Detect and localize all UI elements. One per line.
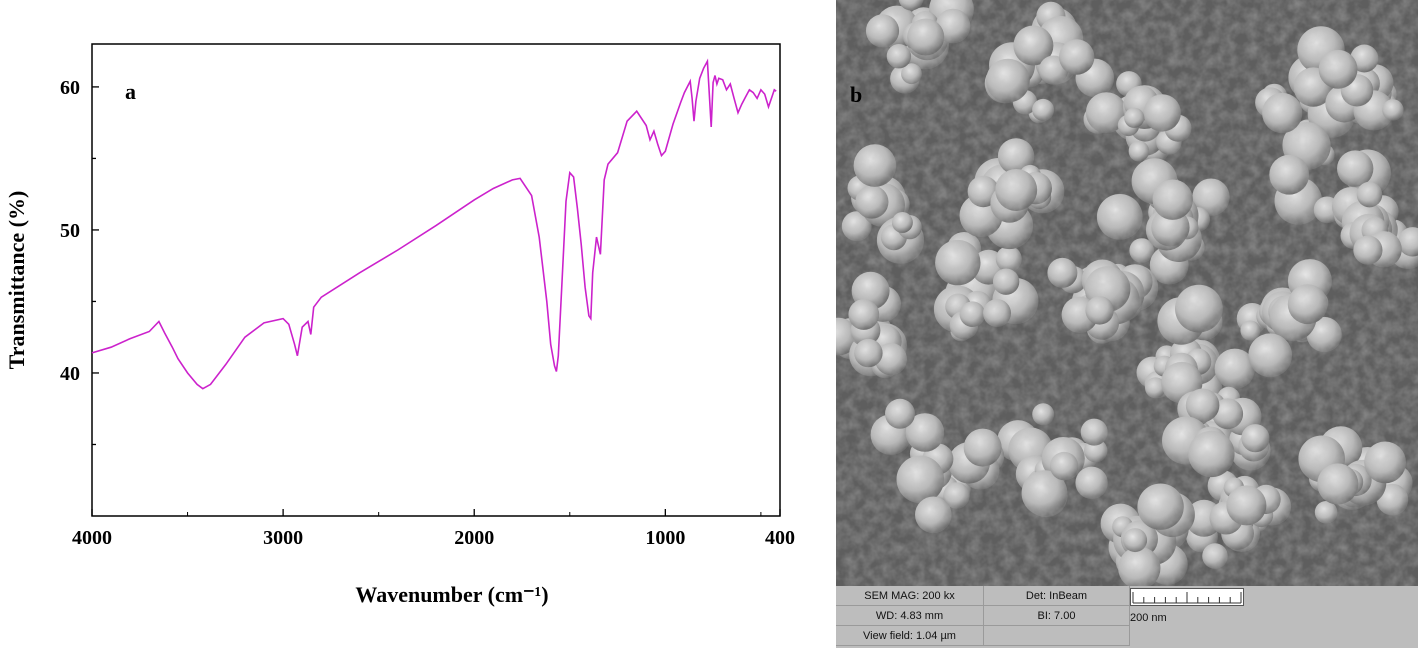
- panel-label-b: b: [850, 82, 863, 107]
- plot-frame: [91, 43, 781, 517]
- sem-detector: Det: InBeam: [984, 586, 1130, 606]
- spectrum-line: [91, 58, 777, 390]
- sem-micrograph-image: [836, 0, 1418, 586]
- x-tick-label: 3000: [263, 527, 303, 549]
- panel-label-a: a: [125, 79, 136, 104]
- y-axis-label: Transmittance (%): [4, 191, 29, 370]
- x-tick-label: 400: [765, 527, 795, 549]
- sem-mag: SEM MAG: 200 kx: [836, 586, 984, 606]
- ftir-chart: 4000 3000 2000 1000 400 40 50 60 a Wavenumber …: [4, 43, 795, 607]
- x-tick-label: 4000: [72, 527, 112, 549]
- sem-bi: BI: 7.00: [984, 606, 1130, 626]
- x-tick-label: 2000: [454, 527, 494, 549]
- y-tick-label: 60: [60, 77, 80, 99]
- sem-info-bar: SEM MAG: 200 kx Det: InBeam WD: 4.83 mm …: [836, 586, 1418, 648]
- x-axis-ticks: 4000 3000 2000 1000 400: [72, 509, 795, 549]
- y-tick-label: 40: [60, 363, 80, 385]
- sem-working-distance: WD: 4.83 mm: [836, 606, 984, 626]
- y-tick-label: 50: [60, 220, 80, 242]
- x-axis-label: Wavenumber (cm⁻¹): [355, 582, 548, 607]
- x-tick-label: 1000: [645, 527, 685, 549]
- y-axis-ticks: 40 50 60: [60, 77, 99, 446]
- sem-scale-label: 200 nm: [1130, 612, 1167, 624]
- sem-micrograph-panel: b SEM MAG: 200 kx Det: InBeam WD: 4.83 m…: [836, 0, 1418, 648]
- sem-view-field: View field: 1.04 µm: [836, 626, 984, 646]
- scale-ruler-ticks: [1132, 592, 1242, 604]
- sem-scale-ruler: [1130, 588, 1244, 606]
- sem-grain-texture: [836, 0, 1418, 586]
- sem-empty-cell: [984, 626, 1130, 646]
